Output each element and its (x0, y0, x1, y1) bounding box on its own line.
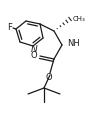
Text: NH: NH (67, 40, 80, 48)
Text: F: F (8, 22, 12, 31)
Text: N: N (31, 46, 37, 55)
Text: O: O (46, 74, 52, 82)
Text: O: O (31, 50, 37, 60)
Text: CH₃: CH₃ (73, 16, 86, 22)
